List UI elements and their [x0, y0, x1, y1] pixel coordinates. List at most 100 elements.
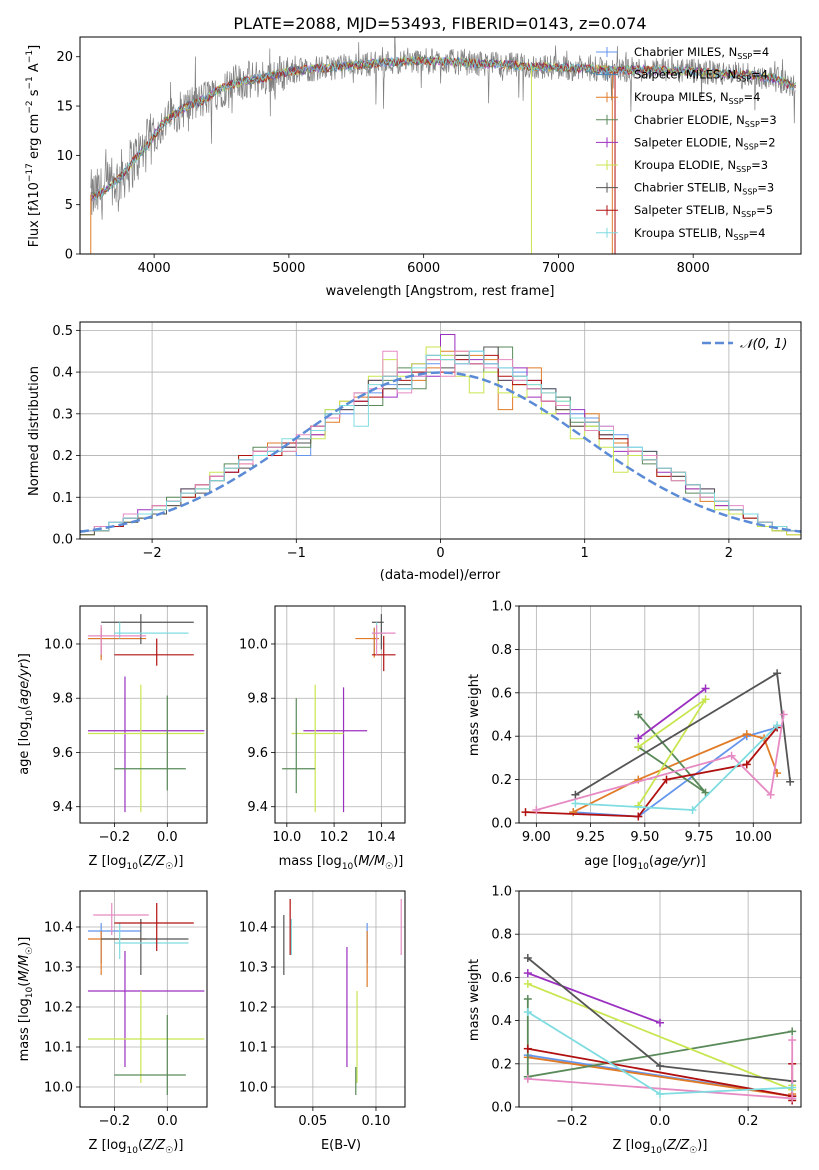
- y-tick-label: 0.3: [52, 407, 73, 422]
- y-tick-label: 0.8: [491, 928, 512, 943]
- y-tick-label: 10.0: [239, 1081, 268, 1096]
- legend-label: 𝒩(0, 1): [740, 337, 787, 352]
- normal-curve: [80, 371, 801, 533]
- y-tick-label: 20: [56, 50, 73, 65]
- model-spectrum: [90, 55, 796, 202]
- x-tick-label: 5000: [272, 261, 305, 276]
- weight-vs-age-xlabel: age [log10(age/yr)]: [584, 854, 706, 872]
- y-tick-label: 0.6: [491, 971, 512, 986]
- x-tick-label: −2: [143, 546, 162, 561]
- model-spectrum: [90, 55, 796, 202]
- y-tick-label: 0.4: [491, 1014, 512, 1029]
- y-tick-label: 10.3: [239, 961, 268, 976]
- x-tick-label: 0.05: [298, 1114, 327, 1129]
- y-tick-label: 9.4: [52, 800, 73, 815]
- y-tick-label: 9.6: [52, 746, 73, 761]
- axes-frame: [274, 890, 406, 1108]
- weight-line: [536, 714, 785, 811]
- weight-line: [637, 687, 707, 740]
- y-tick-label: 10.1: [44, 1041, 73, 1056]
- y-tick-label: 0.0: [491, 817, 512, 832]
- x-tick-label: −0.2: [556, 1114, 588, 1129]
- histogram-step: [80, 350, 801, 539]
- axes-frame: [518, 890, 802, 1108]
- spectrum-ylabel: Flux [fλ10−17 erg cm−2 s−1 A−1]: [25, 45, 42, 247]
- legend-label: Salpeter ELODIE, NSSP=2: [634, 135, 776, 151]
- x-tick-label: 9.00: [522, 830, 551, 845]
- legend-label: Salpeter MILES, NSSP=4: [634, 68, 768, 84]
- y-tick-label: 10.2: [239, 1001, 268, 1016]
- y-tick-label: 0.6: [491, 686, 512, 701]
- x-tick-label: 0.0: [650, 1114, 671, 1129]
- x-tick-label: 0.2: [738, 1114, 759, 1129]
- error-bars: [87, 903, 205, 1095]
- y-tick-label: 0.5: [52, 324, 73, 339]
- histograms: [80, 334, 801, 539]
- x-tick-label: 2: [725, 546, 733, 561]
- x-tick-label: −0.2: [99, 1114, 131, 1129]
- y-tick-label: 9.8: [52, 692, 73, 707]
- y-tick-label: 0.8: [491, 643, 512, 658]
- y-tick-label: 0.4: [491, 730, 512, 745]
- axes-frame: [274, 605, 406, 824]
- legend-label: Salpeter STELIB, NSSP=5: [634, 203, 773, 219]
- weight-vs-Z-ylabel: mass weight: [467, 959, 482, 1041]
- axes-frame: [518, 605, 802, 824]
- x-tick-label: 1: [581, 546, 589, 561]
- x-tick-label: −0.2: [99, 830, 131, 845]
- axes-frame: [79, 36, 802, 255]
- y-tick-label: 10.3: [44, 961, 73, 976]
- legend-label: Chabrier ELODIE, NSSP=3: [634, 113, 777, 129]
- x-tick-label: 6000: [407, 261, 440, 276]
- y-tick-label: 10.1: [239, 1041, 268, 1056]
- y-tick-label: 0.0: [491, 1101, 512, 1116]
- x-tick-label: 4000: [138, 261, 171, 276]
- spectrum-lines: [90, 37, 796, 254]
- legend-label: Kroupa ELODIE, NSSP=3: [634, 158, 768, 174]
- mass-vs-ebv-xlabel: E(B-V): [321, 1138, 361, 1153]
- x-tick-label: 7000: [542, 261, 575, 276]
- mass-vs-Z-plot: −0.2 0.0 10.0 10.1 10.2 10.3 10.4: [44, 890, 208, 1129]
- error-bars: [282, 614, 396, 813]
- y-tick-label: 10.2: [44, 1001, 73, 1016]
- y-tick-label: 0.0: [52, 533, 73, 548]
- weight-vs-Z-xlabel: Z [log10(Z/Z☉)]: [613, 1138, 708, 1156]
- observed-spectrum: [90, 37, 796, 220]
- y-tick-label: 10.4: [239, 921, 268, 936]
- y-tick-label: 9.4: [247, 800, 268, 815]
- residuals-xlabel: (data-model)/error: [380, 568, 501, 583]
- residuals-plot: −2 −1 0 1 2 0.0 0.1 0.2 0.3 0.4 0.5 𝒩(0, 1): [52, 321, 802, 561]
- weight-vs-age-ylabel: mass weight: [467, 674, 482, 756]
- weight-line: [527, 972, 661, 1024]
- y-tick-label: 9.8: [247, 692, 268, 707]
- y-tick-label: 0.4: [52, 366, 73, 381]
- mass-vs-Z-xlabel: Z [log10(Z/Z☉)]: [89, 1138, 184, 1156]
- age-vs-mass-plot: 10.0 10.2 10.4 9.4 9.6 9.8 10.0: [239, 605, 406, 845]
- y-tick-label: 10.0: [239, 637, 268, 652]
- axes-frame: [79, 605, 208, 824]
- x-tick-label: 10.2: [320, 830, 349, 845]
- y-tick-label: 0.2: [491, 1057, 512, 1072]
- age-vs-Z-ylabel: age [log10(age/yr)]: [17, 653, 35, 775]
- x-tick-label: −1: [287, 546, 306, 561]
- mass-vs-ebv-plot: 0.05 0.10 10.0 10.1 10.2 10.3 10.4: [239, 890, 406, 1129]
- y-tick-label: 0: [65, 248, 73, 263]
- y-tick-label: 1.0: [491, 885, 512, 900]
- y-tick-label: 0.1: [52, 491, 73, 506]
- x-tick-label: 10.0: [272, 830, 301, 845]
- spectrum-title: PLATE=2088, MJD=53493, FIBERID=0143, z=0…: [233, 14, 646, 33]
- spectrum-plot: 4000 5000 6000 7000 8000 0 5 10 15 20 Chabrier MIL…: [56, 36, 802, 276]
- weight-lines: [523, 953, 797, 1105]
- legend-label: Kroupa STELIB, NSSP=4: [634, 226, 765, 242]
- y-tick-label: 0.2: [52, 449, 73, 464]
- x-tick-label: 9.50: [630, 830, 659, 845]
- y-tick-label: 1.0: [491, 600, 512, 615]
- x-tick-label: 0: [436, 546, 444, 561]
- x-tick-label: 10.00: [735, 830, 772, 845]
- legend-label: Chabrier STELIB, NSSP=3: [634, 181, 774, 197]
- error-bars: [283, 899, 402, 1095]
- x-tick-label: 0.0: [157, 830, 178, 845]
- age-vs-Z-xlabel: Z [log10(Z/Z☉)]: [89, 854, 184, 872]
- x-tick-label: 8000: [677, 261, 710, 276]
